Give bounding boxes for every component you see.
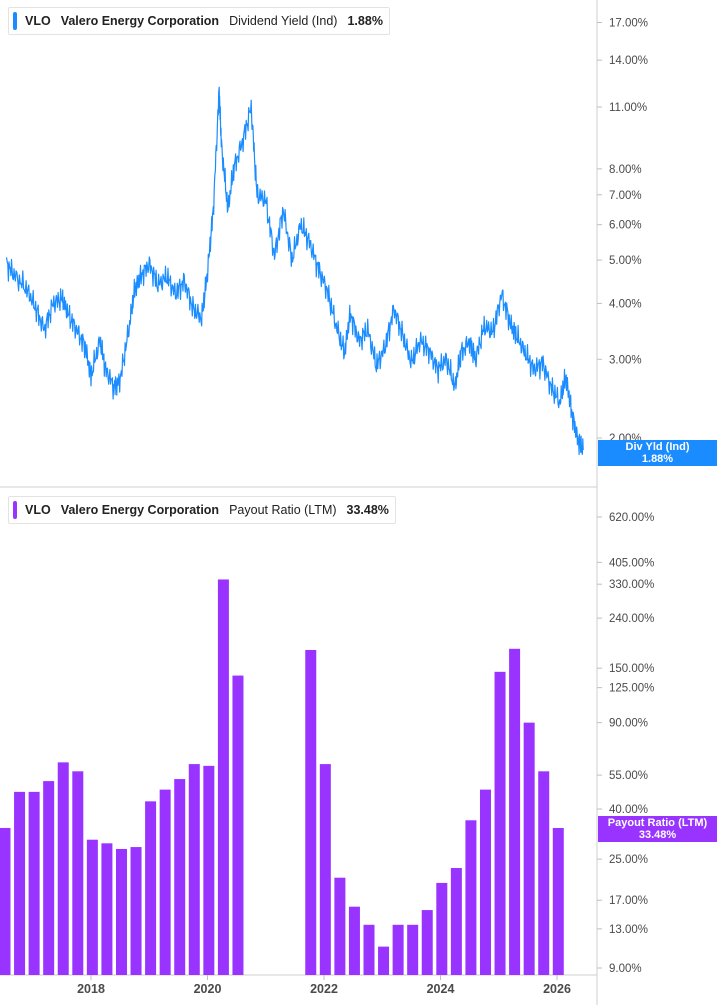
legend-metric: Payout Ratio (LTM) xyxy=(229,503,337,517)
payout-bar xyxy=(378,946,390,975)
legend-value: 1.88% xyxy=(347,14,383,28)
yield-tick-label: 6.00% xyxy=(609,220,642,232)
payout-bar xyxy=(203,765,215,975)
payout-bar xyxy=(538,771,550,975)
payout-bar xyxy=(450,868,462,975)
legend-payout-ratio: VLO Valero Energy Corporation Payout Rat… xyxy=(8,496,396,524)
payout-bar xyxy=(174,779,186,975)
payout-bar xyxy=(523,722,535,975)
x-tick-label: 2024 xyxy=(427,982,455,996)
x-axis: 2018 2020 2022 2024 2026 xyxy=(77,975,571,996)
payout-bar xyxy=(305,649,317,975)
payout-bar xyxy=(57,762,69,975)
legend-metric: Dividend Yield (Ind) xyxy=(229,14,338,28)
payout-tick-label: 330.00% xyxy=(609,579,654,591)
payout-tick-label: 55.00% xyxy=(609,770,648,782)
yield-tick-label: 4.00% xyxy=(609,298,642,310)
payout-bar xyxy=(436,882,448,975)
yield-y-axis: 17.00% 14.00% 11.00% 8.00% 7.00% 6.00% 5.00% 4.… xyxy=(597,17,648,445)
x-tick-label: 2022 xyxy=(310,982,338,996)
payout-bar xyxy=(232,675,244,975)
yield-tick-label: 17.00% xyxy=(609,17,648,29)
payout-tag-value: 33.48% xyxy=(638,829,677,841)
payout-tick-label: 13.00% xyxy=(609,924,648,936)
yield-series-line xyxy=(5,86,584,456)
payout-value-tag: Payout Ratio (LTM) 33.48% xyxy=(598,816,717,842)
legend-company: Valero Energy Corporation xyxy=(60,14,220,28)
payout-bar xyxy=(115,848,127,975)
legend-ticker: VLO xyxy=(25,503,51,517)
payout-tick-label: 405.00% xyxy=(609,557,654,569)
yield-tick-label: 3.00% xyxy=(609,354,642,366)
payout-bar xyxy=(319,764,331,975)
payout-tick-label: 9.00% xyxy=(609,963,642,975)
payout-bar xyxy=(188,764,200,975)
payout-bars xyxy=(0,579,564,975)
payout-bar xyxy=(72,771,84,975)
payout-bar xyxy=(86,839,98,975)
legend-company: Valero Energy Corporation xyxy=(60,503,220,517)
payout-bar xyxy=(101,843,113,975)
legend-ticker: VLO xyxy=(25,14,51,28)
payout-bar xyxy=(28,791,40,975)
payout-tick-label: 240.00% xyxy=(609,613,654,625)
yield-tag-value: 1.88% xyxy=(641,453,674,465)
x-tick-label: 2020 xyxy=(194,982,222,996)
payout-bar xyxy=(145,801,157,975)
payout-tick-label: 25.00% xyxy=(609,854,648,866)
x-tick-label: 2018 xyxy=(77,982,105,996)
payout-bar xyxy=(0,827,11,975)
payout-bar xyxy=(43,781,55,975)
legend-color-swatch xyxy=(13,501,17,519)
yield-tick-label: 5.00% xyxy=(609,255,642,267)
payout-tick-label: 620.00% xyxy=(609,512,654,524)
payout-tick-label: 150.00% xyxy=(609,663,654,675)
payout-tick-label: 125.00% xyxy=(609,683,654,695)
yield-line xyxy=(5,86,584,456)
legend-value: 33.48% xyxy=(346,503,389,517)
payout-tick-label: 90.00% xyxy=(609,718,648,730)
payout-bar xyxy=(552,828,564,975)
payout-bar xyxy=(217,579,229,975)
payout-bar xyxy=(407,924,419,975)
payout-bar xyxy=(130,847,142,975)
yield-value-tag: Div Yld (Ind) 1.88% xyxy=(598,440,717,466)
x-tick-label: 2026 xyxy=(543,982,571,996)
payout-bar xyxy=(14,791,26,975)
payout-bar xyxy=(348,906,360,975)
payout-bar xyxy=(334,877,346,975)
payout-tick-label: 17.00% xyxy=(609,895,648,907)
payout-tag-label: Payout Ratio (LTM) xyxy=(607,817,708,829)
payout-bar xyxy=(421,910,433,975)
payout-bar xyxy=(494,671,506,975)
legend-color-swatch xyxy=(13,12,17,30)
payout-bar xyxy=(465,820,477,975)
payout-tick-label: 40.00% xyxy=(609,804,648,816)
yield-tick-label: 14.00% xyxy=(609,55,648,67)
yield-tick-label: 8.00% xyxy=(609,164,642,176)
yield-tag-label: Div Yld (Ind) xyxy=(625,441,690,453)
payout-y-axis: 620.00% 405.00% 330.00% 240.00% 150.00% 125.0… xyxy=(597,512,654,975)
payout-bar xyxy=(392,924,404,975)
payout-bar xyxy=(479,789,491,975)
yield-tick-label: 7.00% xyxy=(609,190,642,202)
legend-dividend-yield: VLO Valero Energy Corporation Dividend Y… xyxy=(8,7,390,35)
payout-bar xyxy=(509,648,521,975)
payout-bar xyxy=(363,924,375,975)
yield-tick-label: 11.00% xyxy=(609,102,647,114)
payout-bar xyxy=(159,789,171,975)
